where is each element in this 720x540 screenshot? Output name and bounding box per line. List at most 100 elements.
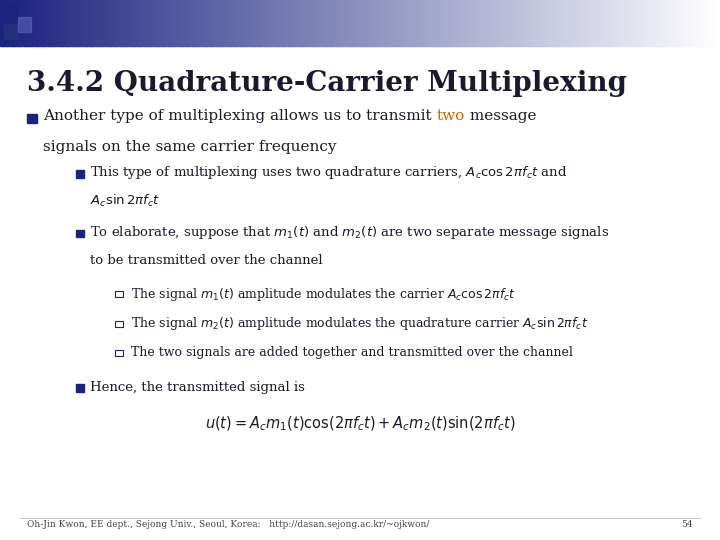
Bar bbox=[81, 0, 85, 46]
Bar bbox=[547, 0, 550, 46]
Bar bbox=[593, 0, 596, 46]
Bar bbox=[713, 0, 716, 46]
Bar bbox=[197, 0, 200, 46]
Bar bbox=[487, 0, 490, 46]
Bar bbox=[281, 0, 284, 46]
Bar bbox=[283, 0, 287, 46]
Bar bbox=[48, 0, 51, 46]
Bar bbox=[598, 0, 600, 46]
Bar bbox=[605, 0, 608, 46]
Bar bbox=[142, 0, 145, 46]
Bar bbox=[557, 0, 560, 46]
Bar bbox=[192, 0, 195, 46]
Bar bbox=[384, 0, 387, 46]
Bar bbox=[115, 350, 123, 355]
Bar bbox=[646, 0, 649, 46]
Bar bbox=[84, 0, 87, 46]
Bar bbox=[153, 0, 157, 46]
Bar bbox=[38, 0, 42, 46]
Bar bbox=[485, 0, 488, 46]
Bar bbox=[665, 0, 668, 46]
Bar bbox=[473, 0, 476, 46]
Bar bbox=[574, 0, 577, 46]
Bar bbox=[76, 384, 84, 392]
Bar bbox=[238, 0, 240, 46]
Bar bbox=[511, 0, 514, 46]
Bar bbox=[55, 0, 58, 46]
Bar bbox=[144, 0, 147, 46]
Bar bbox=[65, 0, 68, 46]
Bar bbox=[374, 0, 377, 46]
Bar bbox=[423, 0, 426, 46]
Bar bbox=[650, 0, 654, 46]
Bar bbox=[698, 0, 701, 46]
Bar bbox=[569, 0, 572, 46]
Bar bbox=[497, 0, 500, 46]
Bar bbox=[526, 0, 528, 46]
Bar bbox=[324, 0, 327, 46]
Bar bbox=[132, 0, 135, 46]
Bar bbox=[58, 0, 60, 46]
Bar bbox=[653, 0, 656, 46]
Bar bbox=[581, 0, 584, 46]
Bar bbox=[718, 0, 720, 46]
Bar bbox=[240, 0, 243, 46]
Bar bbox=[12, 0, 15, 46]
Bar bbox=[218, 0, 222, 46]
Bar bbox=[675, 0, 678, 46]
Bar bbox=[389, 0, 392, 46]
Bar bbox=[689, 0, 692, 46]
Bar bbox=[135, 0, 138, 46]
Bar bbox=[149, 0, 152, 46]
Bar bbox=[552, 0, 555, 46]
Bar bbox=[401, 0, 404, 46]
Text: $u(t) = A_c m_1(t)\cos(2\pi f_c t) + A_c m_2(t)\sin(2\pi f_c t)$: $u(t) = A_c m_1(t)\cos(2\pi f_c t) + A_c… bbox=[204, 415, 516, 433]
Bar bbox=[603, 0, 606, 46]
Bar bbox=[667, 0, 670, 46]
Bar bbox=[513, 0, 517, 46]
Bar bbox=[161, 0, 164, 46]
Bar bbox=[4, 24, 17, 39]
Bar bbox=[528, 0, 531, 46]
Bar bbox=[117, 0, 121, 46]
Bar bbox=[194, 0, 197, 46]
Bar bbox=[333, 0, 337, 46]
Bar bbox=[643, 0, 647, 46]
Bar bbox=[559, 0, 562, 46]
Bar bbox=[151, 0, 154, 46]
Bar bbox=[434, 0, 438, 46]
Bar bbox=[571, 0, 575, 46]
Bar bbox=[137, 0, 140, 46]
Bar bbox=[125, 0, 128, 46]
Bar bbox=[17, 0, 20, 46]
Text: The signal $m_1(t)$ amplitude modulates the carrier $A_c\cos2\pi f_c t$: The signal $m_1(t)$ amplitude modulates … bbox=[131, 286, 516, 303]
Bar bbox=[538, 0, 541, 46]
Bar bbox=[696, 0, 699, 46]
Bar bbox=[624, 0, 627, 46]
Bar bbox=[499, 0, 503, 46]
Bar bbox=[329, 0, 332, 46]
Bar bbox=[657, 0, 661, 46]
Bar bbox=[338, 0, 341, 46]
Bar bbox=[379, 0, 382, 46]
Bar bbox=[96, 0, 99, 46]
Bar bbox=[171, 0, 174, 46]
Bar bbox=[233, 0, 236, 46]
Bar bbox=[182, 0, 186, 46]
Bar bbox=[607, 0, 611, 46]
Bar bbox=[470, 0, 474, 46]
Bar bbox=[127, 0, 130, 46]
Bar bbox=[377, 0, 380, 46]
Bar bbox=[130, 0, 132, 46]
Bar bbox=[122, 0, 125, 46]
Bar bbox=[425, 0, 428, 46]
Bar bbox=[576, 0, 579, 46]
Bar bbox=[27, 114, 37, 123]
Bar bbox=[641, 0, 644, 46]
Bar bbox=[168, 0, 171, 46]
Bar bbox=[259, 0, 262, 46]
Bar bbox=[243, 0, 246, 46]
Bar bbox=[216, 0, 219, 46]
Bar bbox=[235, 0, 238, 46]
Bar bbox=[2, 0, 6, 46]
